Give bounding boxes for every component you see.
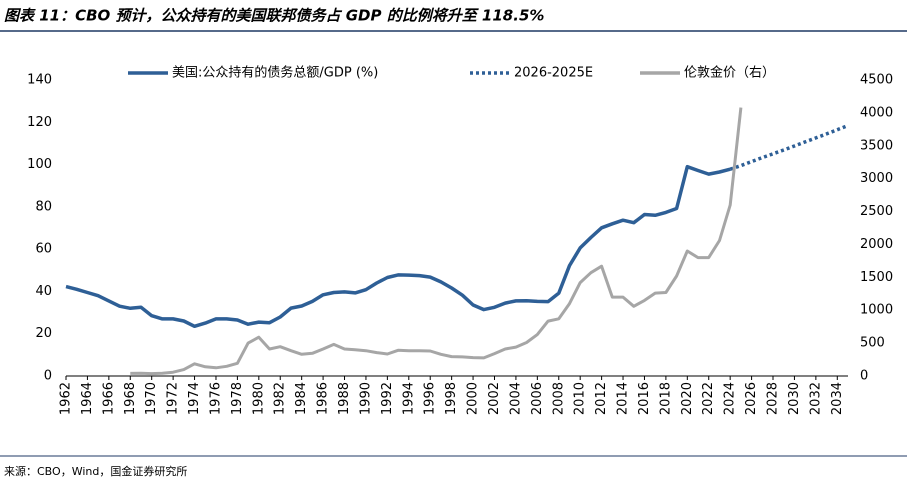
y2-tick-label: 4500 — [860, 73, 893, 88]
x-tick-label: 2024 — [723, 382, 738, 415]
x-tick-label: 1998 — [444, 382, 459, 415]
y2-tick-label: 1000 — [860, 303, 893, 318]
y-tick-label: 120 — [27, 115, 52, 130]
x-tick-label: 2032 — [808, 382, 823, 415]
x-tick-label: 2022 — [701, 382, 716, 415]
y2-tick-label: 0 — [860, 369, 868, 384]
x-tick-label: 2010 — [573, 382, 588, 415]
x-tick-label: 1972 — [166, 382, 181, 415]
y2-tick-label: 2500 — [860, 204, 893, 219]
series-line — [65, 164, 731, 329]
x-tick-label: 2012 — [594, 382, 609, 415]
y-tick-label: 140 — [27, 73, 52, 88]
x-tick-label: 1968 — [123, 382, 138, 415]
x-tick-label: 2006 — [530, 382, 545, 415]
y2-tick-label: 3500 — [860, 138, 893, 153]
x-tick-label: 2018 — [658, 382, 673, 415]
chart-title: 图表 11：CBO 预计，公众持有的美国联邦债务占 GDP 的比例将升至 118… — [4, 7, 544, 25]
x-tick-label: 1990 — [358, 382, 373, 415]
x-tick-label: 2026 — [744, 382, 759, 415]
x-tick-label: 1966 — [101, 382, 116, 415]
x-tick-label: 1980 — [251, 382, 266, 415]
x-tick-label: 2004 — [508, 382, 523, 415]
y2-tick-label: 1500 — [860, 270, 893, 285]
y-tick-label: 60 — [35, 242, 52, 257]
y2-tick-label: 4000 — [860, 105, 893, 120]
x-tick-label: 2028 — [766, 382, 781, 415]
y-tick-label: 100 — [27, 157, 52, 172]
x-tick-label: 2016 — [637, 382, 652, 415]
y-tick-label: 0 — [44, 369, 52, 384]
x-tick-label: 1970 — [144, 382, 159, 415]
x-tick-label: 2030 — [787, 382, 802, 415]
x-tick-label: 1964 — [80, 382, 95, 415]
x-tick-label: 1986 — [316, 382, 331, 415]
series-line — [729, 123, 849, 171]
y-tick-label: 80 — [35, 199, 52, 214]
x-tick-label: 1978 — [230, 382, 245, 415]
legend-label: 2026-2025E — [514, 66, 593, 81]
legend-label: 美国:公众持有的债务总额/GDP (%) — [172, 65, 378, 81]
x-tick-label: 2008 — [551, 382, 566, 415]
x-tick-label: 1992 — [380, 382, 395, 415]
y2-tick-label: 3000 — [860, 171, 893, 186]
x-tick-label: 1988 — [337, 382, 352, 415]
series-line — [130, 107, 743, 376]
x-tick-label: 1994 — [401, 382, 416, 415]
y-tick-label: 40 — [35, 284, 52, 299]
x-tick-label: 2014 — [616, 382, 631, 415]
y-tick-label: 20 — [35, 326, 52, 341]
x-tick-label: 1996 — [423, 382, 438, 415]
x-tick-label: 1962 — [59, 382, 74, 415]
x-tick-label: 1982 — [273, 382, 288, 415]
y2-tick-label: 500 — [860, 336, 885, 351]
x-tick-label: 1984 — [294, 382, 309, 415]
x-tick-label: 1974 — [187, 382, 202, 415]
source: 来源：CBO，Wind，国金证券研究所 — [4, 464, 187, 478]
y2-tick-label: 2000 — [860, 237, 893, 252]
x-tick-label: 2000 — [466, 382, 481, 415]
x-tick-label: 1976 — [208, 382, 223, 415]
x-tick-label: 2002 — [487, 382, 502, 415]
x-tick-label: 2020 — [680, 382, 695, 415]
x-tick-label: 2034 — [830, 382, 845, 415]
legend-label: 伦敦金价（右） — [684, 65, 775, 81]
